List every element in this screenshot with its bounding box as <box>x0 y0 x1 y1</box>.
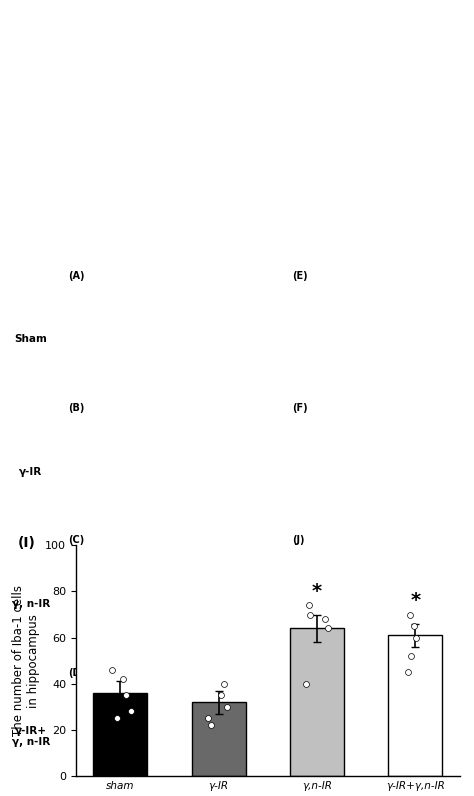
Text: *: * <box>410 591 420 610</box>
Point <box>321 613 328 626</box>
Point <box>217 689 225 702</box>
Point <box>122 689 129 702</box>
Point <box>410 619 418 632</box>
Point <box>302 677 310 690</box>
Point <box>119 673 127 685</box>
Point <box>220 677 228 690</box>
Point <box>207 719 214 732</box>
Text: Sham: Sham <box>14 334 47 345</box>
Text: (A): (A) <box>68 271 85 281</box>
Bar <box>93 693 147 776</box>
Point <box>114 712 121 724</box>
Point <box>224 700 231 713</box>
Text: γ, n-IR: γ, n-IR <box>12 599 50 609</box>
Bar <box>388 635 442 776</box>
Bar <box>290 628 344 776</box>
Text: γ-IR+
γ, n-IR: γ-IR+ γ, n-IR <box>12 726 50 747</box>
Text: (C): (C) <box>68 535 84 545</box>
Text: (F): (F) <box>292 403 308 413</box>
Point <box>412 631 419 644</box>
Text: (D): (D) <box>68 668 85 677</box>
Text: (I): (I) <box>18 536 36 550</box>
Point <box>109 664 116 677</box>
Point <box>127 705 135 718</box>
Text: γ-IR: γ-IR <box>19 466 43 477</box>
Text: (B): (B) <box>68 403 85 413</box>
Point <box>407 650 414 662</box>
Point <box>324 622 332 634</box>
Text: (E): (E) <box>292 271 308 281</box>
Point <box>407 608 414 621</box>
Point <box>306 608 314 621</box>
Text: (H): (H) <box>292 668 309 677</box>
Point <box>204 712 212 724</box>
Text: *: * <box>312 582 322 601</box>
Bar <box>191 702 246 776</box>
Point <box>404 665 411 678</box>
Y-axis label: The number of Iba-1 cells
in hippocampus: The number of Iba-1 cells in hippocampus <box>11 585 39 736</box>
Text: (J): (J) <box>292 535 304 545</box>
Point <box>306 599 313 611</box>
